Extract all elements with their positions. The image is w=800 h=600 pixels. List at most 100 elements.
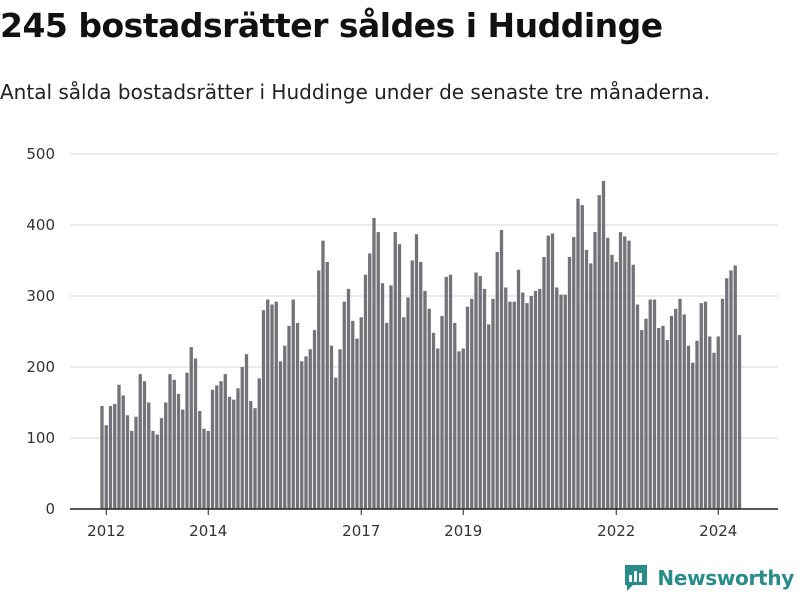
brand-logo: Newsworthy [623, 562, 794, 594]
bar [601, 180, 606, 510]
bar [521, 292, 525, 509]
bar [542, 256, 546, 509]
bar [525, 303, 529, 509]
bar [138, 374, 142, 509]
bar [453, 322, 457, 509]
bar [236, 388, 240, 509]
bar [181, 409, 185, 509]
bar [142, 381, 147, 509]
bar [610, 254, 614, 509]
brand-name: Newsworthy [657, 566, 794, 590]
bars [100, 180, 742, 510]
bar [300, 361, 304, 509]
bar [193, 358, 198, 509]
bar [695, 340, 699, 509]
bar [640, 330, 644, 509]
bar [283, 345, 287, 509]
bar [725, 278, 729, 509]
bar [274, 301, 278, 509]
bar [104, 425, 108, 509]
bar [414, 234, 419, 510]
bar [125, 415, 130, 509]
bar [682, 314, 686, 509]
y-tick-label: 300 [26, 287, 55, 305]
bar [567, 256, 572, 509]
bar [159, 418, 164, 509]
bar [644, 318, 648, 509]
bar [117, 384, 121, 509]
bar [176, 393, 181, 509]
bar [368, 253, 372, 509]
x-tick-label: 2019 [444, 522, 482, 540]
bar [325, 261, 329, 509]
bar [253, 408, 257, 509]
bar [419, 261, 423, 509]
x-tick-label: 2022 [597, 522, 635, 540]
bar [440, 315, 444, 509]
bar [202, 428, 206, 509]
bar [334, 377, 338, 509]
bar [257, 378, 261, 509]
bar [329, 345, 334, 509]
bar [482, 288, 487, 509]
bar [185, 372, 189, 509]
bar [499, 229, 504, 509]
bar [593, 232, 597, 509]
bar [478, 276, 482, 509]
bar [223, 374, 227, 509]
bar [380, 283, 385, 509]
bar [516, 269, 521, 509]
x-tick-label: 2024 [699, 522, 737, 540]
bar [397, 244, 402, 510]
bar [703, 301, 708, 509]
bar [576, 198, 580, 510]
bar [164, 402, 168, 509]
bar [720, 298, 725, 509]
bar [495, 251, 499, 510]
bar [240, 367, 244, 509]
bar [618, 232, 623, 509]
bar [393, 232, 397, 509]
annotation-label: 245 [726, 0, 757, 4]
bar [304, 356, 308, 509]
newsworthy-logo-icon [625, 565, 648, 591]
bar [444, 276, 448, 509]
bar [168, 374, 172, 509]
bar [244, 354, 249, 509]
bar [113, 403, 117, 509]
bar [627, 240, 631, 509]
bar [351, 320, 355, 509]
bar [346, 288, 351, 509]
bar [410, 260, 414, 509]
bar [278, 361, 283, 509]
bar [491, 298, 495, 509]
x-axis-ticks: 2012 2014 2017 2019 2022 2024 [87, 509, 737, 540]
bar [261, 310, 266, 509]
bar [431, 332, 436, 509]
bar [189, 347, 193, 509]
bar [661, 325, 665, 509]
bar [737, 335, 742, 509]
bar [674, 308, 678, 509]
bar [614, 261, 618, 509]
y-tick-label: 400 [26, 216, 55, 234]
bar [427, 308, 431, 509]
bar [100, 406, 104, 509]
bar [631, 264, 635, 509]
bar [597, 195, 601, 509]
bar [249, 401, 253, 509]
bar [219, 381, 223, 509]
bar [291, 299, 295, 509]
bar [147, 402, 151, 509]
bar [423, 291, 427, 509]
bar [563, 294, 567, 509]
bar [295, 322, 300, 509]
bar [338, 349, 342, 509]
bar [529, 296, 533, 509]
bar [657, 327, 661, 509]
bar [108, 406, 113, 509]
bar [172, 379, 176, 509]
bar [635, 304, 640, 509]
bar [487, 324, 491, 509]
bar [623, 236, 627, 510]
